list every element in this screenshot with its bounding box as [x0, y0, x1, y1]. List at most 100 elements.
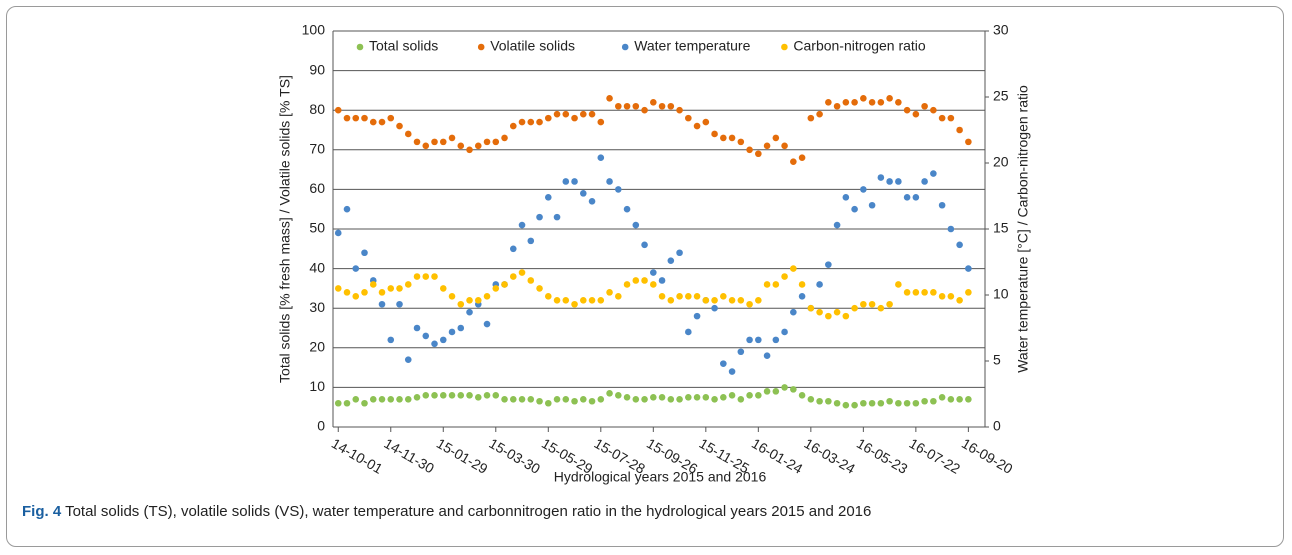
data-point: [851, 205, 858, 213]
data-point: [361, 399, 368, 407]
data-point: [667, 102, 675, 110]
data-point: [615, 392, 622, 399]
data-point: [501, 395, 508, 403]
data-point: [553, 395, 561, 403]
data-point: [720, 394, 727, 401]
data-point: [606, 178, 613, 185]
data-point: [623, 205, 631, 213]
data-point: [439, 336, 447, 344]
data-point: [676, 249, 683, 257]
data-point: [790, 308, 797, 316]
data-point: [536, 213, 543, 221]
data-point: [641, 106, 648, 114]
data-point: [615, 102, 622, 110]
data-point: [868, 201, 876, 209]
chart: Hydrological years 2015 and 2016 Total s…: [277, 22, 1031, 485]
data-point: [728, 296, 736, 304]
data-point: [772, 388, 780, 395]
data-point: [825, 261, 832, 268]
data-point: [562, 296, 570, 304]
data-point: [956, 241, 963, 249]
data-point: [361, 114, 368, 122]
data-point: [930, 289, 937, 296]
y-tick-label: 30: [309, 299, 325, 315]
data-point: [746, 392, 753, 399]
y-tick-label: 70: [309, 141, 325, 157]
data-point: [431, 273, 438, 280]
data-point: [623, 281, 631, 288]
legend-marker: [356, 43, 364, 51]
data-point: [851, 304, 858, 312]
data-point: [650, 394, 657, 401]
data-point: [387, 336, 395, 344]
y-tick-label: 60: [309, 180, 325, 196]
data-point: [921, 289, 928, 296]
data-point: [930, 397, 937, 405]
data-point: [685, 114, 692, 122]
data-point: [798, 154, 806, 162]
data-point: [833, 221, 841, 229]
data-point: [763, 352, 771, 360]
data-point: [588, 397, 596, 405]
data-point: [930, 106, 937, 114]
data-point: [518, 118, 526, 126]
caption: Fig. 4 Total solids (TS), volatile solid…: [22, 503, 871, 520]
data-point: [334, 229, 342, 237]
data-point: [667, 395, 675, 403]
data-point: [457, 142, 465, 150]
data-point: [632, 277, 640, 284]
data-point: [965, 265, 972, 272]
data-point: [947, 395, 955, 403]
y2-tick-label: 5: [993, 352, 1001, 368]
data-point: [597, 395, 605, 403]
data-point: [903, 106, 911, 114]
data-point: [903, 399, 911, 407]
data-point: [790, 158, 797, 165]
data-point: [807, 395, 815, 403]
data-point: [518, 395, 526, 403]
data-point: [361, 289, 368, 296]
x-tick-label: 15-01-29: [434, 435, 491, 477]
data-point: [816, 281, 823, 288]
data-point: [571, 178, 578, 185]
data-point: [343, 399, 351, 407]
data-point: [518, 221, 526, 229]
data-point: [483, 138, 491, 146]
data-point: [474, 296, 482, 304]
data-point: [518, 269, 526, 276]
data-point: [833, 399, 841, 407]
data-point: [746, 336, 753, 344]
data-point: [448, 328, 456, 336]
data-point: [755, 392, 762, 399]
data-point: [361, 249, 368, 257]
data-point: [903, 194, 911, 201]
data-point: [352, 114, 360, 122]
data-point: [553, 110, 561, 118]
data-point: [553, 213, 561, 221]
data-point: [877, 98, 885, 106]
data-point: [790, 265, 797, 272]
data-point: [868, 98, 876, 106]
data-point: [457, 392, 465, 399]
data-point: [492, 285, 500, 292]
data-point: [860, 399, 867, 407]
data-point: [632, 395, 640, 403]
data-point: [439, 392, 447, 399]
data-point: [737, 296, 745, 304]
data-point: [588, 110, 596, 118]
legend-bg: [473, 38, 618, 56]
data-point: [842, 98, 850, 106]
data-point: [334, 285, 342, 292]
data-point: [466, 146, 473, 154]
data-point: [413, 394, 421, 401]
data-point: [965, 395, 972, 403]
caption-label: Fig. 4: [22, 503, 62, 520]
data-point: [544, 399, 552, 407]
data-point: [579, 110, 587, 118]
data-point: [448, 392, 456, 399]
data-point: [825, 98, 832, 106]
x-tick-label: 16-09-20: [959, 435, 1016, 477]
data-point: [641, 241, 648, 249]
data-point: [798, 281, 806, 288]
data-point: [343, 114, 351, 122]
